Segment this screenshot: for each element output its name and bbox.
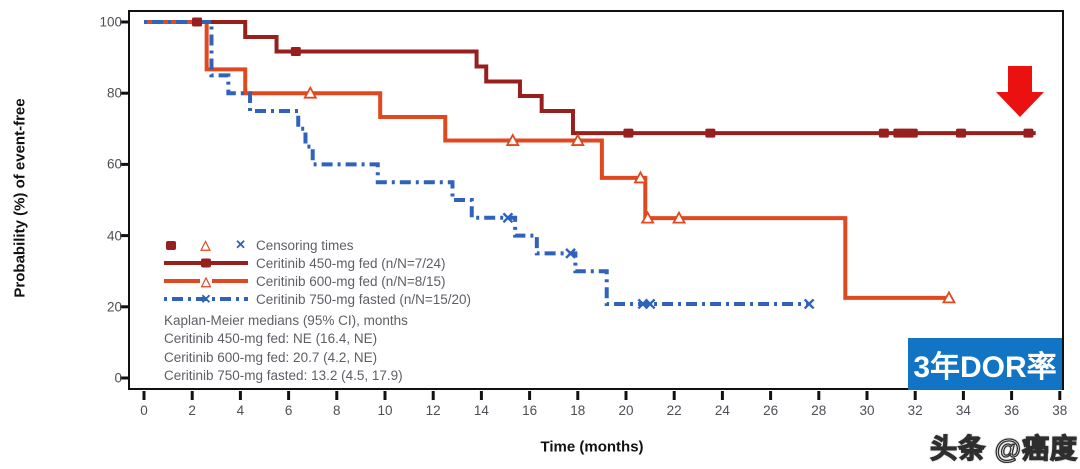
censor-x-icon [502, 212, 514, 224]
x-tick-label: 12 [425, 403, 441, 418]
x-tick-label: 36 [1004, 403, 1020, 418]
median-450: Ceritinib 450-mg fed: NE (16.4, NE) [164, 331, 378, 347]
x-tick-label: 14 [473, 403, 489, 418]
censor-triangle-icon [303, 85, 318, 99]
dor-rate-badge: 3年DOR率 [908, 338, 1062, 390]
censor-square-icon [955, 128, 966, 138]
censor-triangle-icon: △ [199, 237, 212, 253]
censor-x-icon [644, 298, 656, 310]
legend-row-censoring: △ ✕ Censoring times [164, 236, 584, 254]
y-tick-label: 60 [106, 156, 122, 172]
censor-x-icon: ✕ [235, 237, 246, 252]
censor-triangle-icon: △ [200, 273, 212, 289]
legend-row-600: △ Ceritinib 600-mg fed (n/N=8/15) [164, 272, 584, 290]
censor-triangle-icon [640, 210, 655, 224]
highlight-arrow-icon [996, 66, 1044, 117]
censor-square-icon [878, 128, 889, 138]
y-tick-label: 20 [106, 299, 122, 315]
censor-triangle-icon [941, 290, 956, 304]
x-tick-label: 22 [666, 403, 682, 418]
x-tick-label: 28 [811, 403, 827, 418]
x-tick-label: 32 [907, 403, 923, 418]
km-curve-450-fed [144, 20, 1036, 136]
censor-square-icon [705, 128, 716, 138]
censor-square-icon [1023, 128, 1034, 138]
censor-square-icon [907, 128, 918, 138]
y-tick-label: 80 [106, 85, 122, 101]
km-curve-750-fasted [144, 20, 810, 306]
censor-square-icon [166, 240, 176, 250]
median-600: Ceritinib 600-mg fed: 20.7 (4.2, NE) [164, 349, 378, 365]
censor-triangle-icon [505, 133, 520, 146]
censor-x-icon [803, 298, 815, 310]
legend: △ ✕ Censoring times Ceritinib 450-mg fed… [164, 236, 584, 308]
median-750: Ceritinib 750-mg fasted: 13.2 (4.5, 17.9… [164, 368, 403, 384]
x-tick-label: 38 [1052, 403, 1068, 418]
censor-square-icon [201, 258, 211, 268]
censor-x-icon [565, 248, 576, 259]
censor-square-icon [290, 47, 301, 57]
x-tick-label: 0 [140, 403, 148, 418]
y-tick-label: 40 [106, 228, 122, 244]
censor-x-icon: ✕ [200, 291, 212, 307]
censor-triangle-icon [570, 133, 585, 146]
x-tick-label: 10 [377, 403, 393, 418]
x-tick-label: 2 [188, 403, 196, 418]
x-tick-label: 26 [763, 403, 779, 418]
watermark: 头条 @癌度 [930, 433, 1078, 464]
series-label-750: Ceritinib 750-mg fasted (n/N=15/20) [256, 291, 471, 307]
censor-square-icon [192, 17, 203, 27]
series-label-600: Ceritinib 600-mg fed (n/N=8/15) [256, 273, 446, 289]
x-tick-label: 34 [955, 403, 971, 418]
legend-line-750 [164, 297, 248, 301]
x-tick-label: 20 [618, 403, 634, 418]
legend-row-750: ✕ Ceritinib 750-mg fasted (n/N=15/20) [164, 290, 584, 308]
censor-square-icon [623, 128, 634, 138]
x-tick-label: 24 [714, 403, 730, 418]
censor-triangle-icon [671, 210, 687, 224]
y-tick-label: 0 [114, 370, 122, 386]
x-tick-label: 4 [236, 403, 245, 418]
censor-triangle-icon [633, 170, 648, 184]
km-medians-block: Kaplan-Meier medians (95% CI), months Ce… [164, 312, 408, 386]
medians-title: Kaplan-Meier medians (95% CI), months [164, 313, 408, 328]
x-axis-title: Time (months) [540, 438, 644, 456]
x-tick-label: 8 [333, 403, 341, 418]
x-tick-label: 6 [284, 403, 293, 418]
censoring-label: Censoring times [256, 237, 354, 253]
km-curve-600-fed [144, 20, 949, 300]
x-tick-label: 18 [570, 403, 586, 418]
plot-area-border [128, 10, 1064, 390]
x-tick-label: 30 [859, 403, 875, 418]
series-label-450: Ceritinib 450-mg fed (n/N=7/24) [256, 255, 446, 271]
y-tick-label: 100 [99, 14, 122, 30]
x-tick-label: 16 [522, 403, 538, 418]
legend-row-450: Ceritinib 450-mg fed (n/N=7/24) [164, 254, 584, 272]
